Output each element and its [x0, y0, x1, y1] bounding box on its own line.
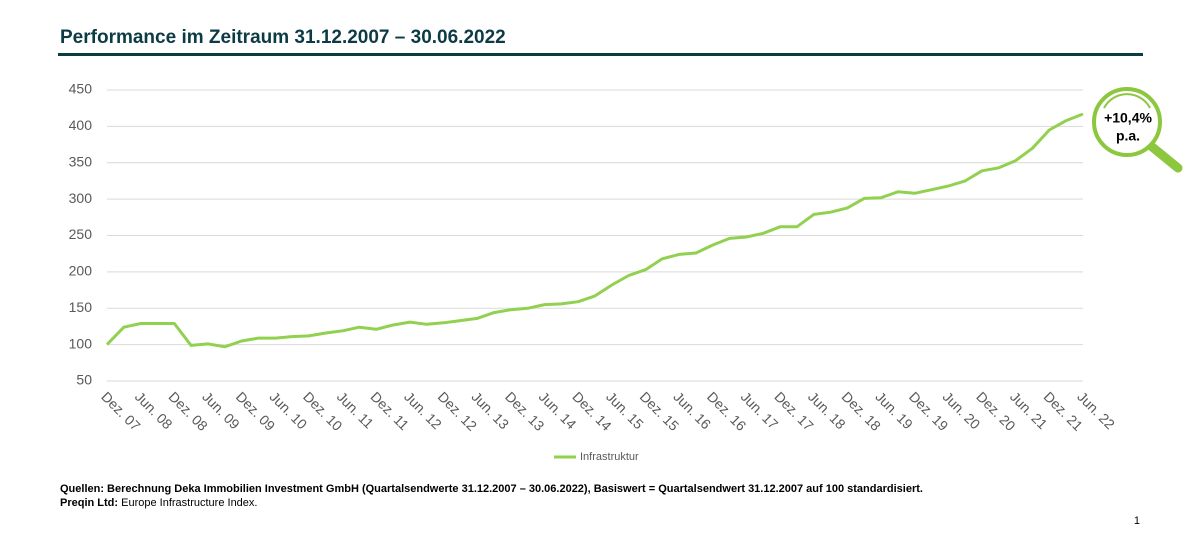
magnifier: +10,4% p.a. [1092, 87, 1183, 173]
y-tick-label: 450 [69, 81, 93, 97]
y-tick-label: 100 [69, 335, 93, 351]
source-text: Europe Infrastructure Index. [121, 497, 257, 509]
chart-title: Performance im Zeitraum 31.12.2007 – 30.… [60, 27, 506, 48]
magnifier-glint [1103, 93, 1151, 109]
legend-label: Infrastruktur [580, 451, 639, 463]
y-tick-label: 350 [69, 153, 93, 169]
y-tick-label: 200 [69, 263, 93, 279]
magnifier-handle [1146, 141, 1183, 173]
y-tick-label: 300 [69, 190, 93, 206]
annotation: +10,4% [1104, 110, 1152, 126]
footnote: Quellen: Berechnung Deka Immobilien Inve… [60, 483, 923, 495]
data-line [105, 112, 1084, 349]
title-rule [58, 53, 1143, 56]
annotation: p.a. [1116, 128, 1140, 144]
source-label: Preqin Ltd: [60, 497, 118, 509]
y-tick-label: 400 [69, 117, 93, 133]
footnote: Preqin Ltd: Europe Infrastructure Index. [60, 497, 257, 509]
y-tick-label: 50 [76, 372, 92, 388]
magnifier-ring [1092, 87, 1162, 157]
page-number: 1 [1134, 515, 1140, 527]
y-tick-label: 150 [69, 299, 93, 315]
y-tick-label: 250 [69, 226, 93, 242]
